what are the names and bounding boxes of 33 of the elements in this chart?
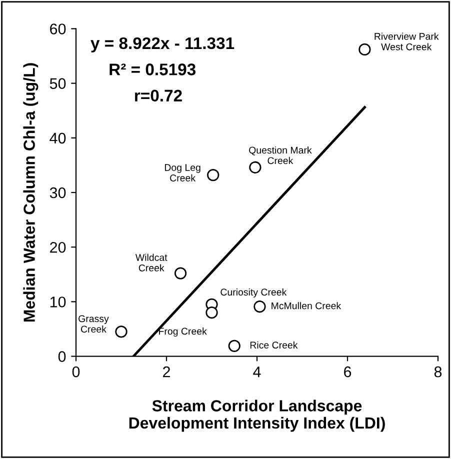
y-tick-label: 60: [50, 24, 66, 34]
y-tick-label: 0: [58, 351, 66, 362]
point: [254, 300, 266, 313]
point: [174, 267, 187, 280]
point: [249, 161, 262, 174]
annotation: Curiosity Creek: [220, 288, 287, 298]
x-tick-label: 4: [253, 366, 261, 378]
y-tick-label: 50: [50, 78, 66, 89]
y-tick-label: 20: [50, 242, 66, 253]
annotation: y = 8.922x - 11.331: [90, 37, 234, 52]
point: [115, 326, 128, 338]
x-tick-label: 8: [434, 366, 442, 378]
x-tick-label: 0: [72, 366, 80, 378]
annotation: r=0.72: [135, 90, 182, 102]
annotation: R² = 0.5193: [110, 64, 196, 76]
x-tick-label: 2: [163, 366, 170, 378]
y-tick-label: 40: [50, 132, 66, 144]
y-axis-title: Median Water Column Chl-a (ug/L): [23, 63, 38, 322]
annotation: Riverview Park West Creek: [374, 32, 439, 50]
point: [207, 168, 220, 182]
x-tick-label: 6: [344, 366, 352, 378]
annotation: Rice Creek: [250, 341, 298, 349]
annotation: Wildcat Creek: [135, 254, 168, 272]
point: [206, 306, 218, 319]
y-tick-label: 10: [50, 296, 66, 308]
point: [228, 340, 240, 352]
annotation: Grassy Creek: [78, 315, 109, 333]
annotation: Question Mark Creek: [249, 146, 312, 164]
annotation: Dog Leg Creek: [164, 164, 200, 182]
y-tick-label: 30: [50, 187, 66, 198]
point: [358, 43, 371, 56]
annotation: McMullen Creek: [272, 302, 342, 310]
x-axis-title: Stream Corridor Landscape Development Intensity Index (LDI): [129, 400, 385, 432]
